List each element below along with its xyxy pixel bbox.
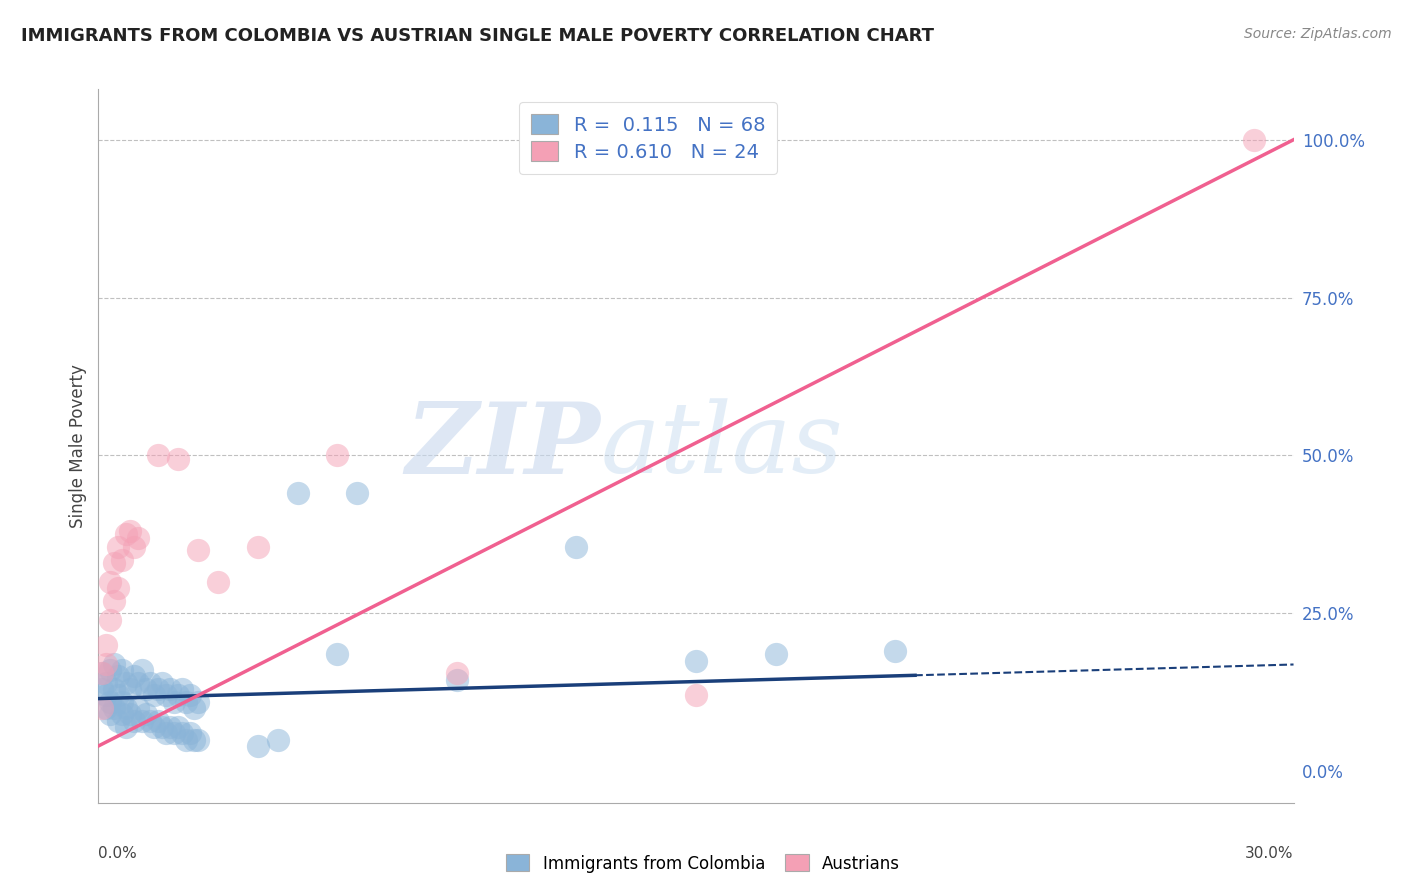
Point	[107, 669, 129, 683]
Point	[103, 657, 125, 671]
Point	[326, 648, 349, 662]
Point	[124, 714, 146, 728]
Point	[685, 654, 707, 668]
Point	[98, 574, 122, 589]
Text: IMMIGRANTS FROM COLOMBIA VS AUSTRIAN SINGLE MALE POVERTY CORRELATION CHART: IMMIGRANTS FROM COLOMBIA VS AUSTRIAN SIN…	[21, 27, 934, 45]
Point	[96, 657, 118, 671]
Point	[98, 695, 122, 709]
Point	[143, 689, 166, 703]
Point	[120, 707, 142, 722]
Point	[124, 540, 146, 554]
Point	[139, 714, 162, 728]
Point	[267, 732, 290, 747]
Point	[187, 732, 209, 747]
Point	[111, 552, 134, 566]
Point	[446, 666, 468, 681]
Point	[179, 726, 201, 740]
Point	[96, 701, 118, 715]
Point	[131, 663, 153, 677]
Point	[148, 449, 170, 463]
Point	[150, 675, 173, 690]
Point	[115, 527, 138, 541]
Point	[565, 540, 588, 554]
Point	[172, 726, 194, 740]
Point	[131, 714, 153, 728]
Point	[96, 675, 118, 690]
Y-axis label: Single Male Poverty: Single Male Poverty	[69, 364, 87, 528]
Point	[183, 701, 205, 715]
Point	[187, 543, 209, 558]
Point	[103, 682, 125, 697]
Point	[326, 449, 349, 463]
Point	[685, 689, 707, 703]
Point	[143, 720, 166, 734]
Point	[135, 682, 157, 697]
Point	[98, 663, 122, 677]
Point	[103, 593, 125, 607]
Point	[135, 707, 157, 722]
Point	[115, 675, 138, 690]
Point	[111, 695, 134, 709]
Point	[167, 720, 190, 734]
Point	[107, 540, 129, 554]
Text: atlas: atlas	[600, 399, 844, 493]
Point	[246, 540, 269, 554]
Point	[124, 669, 146, 683]
Point	[148, 714, 170, 728]
Point	[174, 732, 197, 747]
Point	[446, 673, 468, 687]
Point	[103, 556, 125, 570]
Point	[107, 714, 129, 728]
Point	[127, 675, 149, 690]
Text: 0.0%: 0.0%	[98, 846, 138, 861]
Point	[120, 524, 142, 539]
Point	[115, 720, 138, 734]
Point	[207, 574, 229, 589]
Point	[111, 663, 134, 677]
Point	[91, 701, 114, 715]
Point	[96, 689, 118, 703]
Point	[1243, 133, 1265, 147]
Point	[163, 695, 186, 709]
Point	[139, 675, 162, 690]
Point	[148, 682, 170, 697]
Point	[120, 682, 142, 697]
Point	[107, 581, 129, 595]
Text: Source: ZipAtlas.com: Source: ZipAtlas.com	[1244, 27, 1392, 41]
Point	[91, 666, 114, 681]
Point	[111, 707, 134, 722]
Point	[98, 707, 122, 722]
Point	[115, 701, 138, 715]
Point	[159, 682, 181, 697]
Point	[172, 682, 194, 697]
Text: 30.0%: 30.0%	[1246, 846, 1294, 861]
Legend: Immigrants from Colombia, Austrians: Immigrants from Colombia, Austrians	[499, 847, 907, 880]
Point	[96, 638, 118, 652]
Point	[765, 648, 787, 662]
Point	[246, 739, 269, 753]
Point	[884, 644, 907, 658]
Point	[107, 689, 129, 703]
Point	[167, 689, 190, 703]
Point	[91, 666, 114, 681]
Point	[103, 701, 125, 715]
Point	[163, 726, 186, 740]
Point	[179, 689, 201, 703]
Point	[98, 613, 122, 627]
Point	[91, 682, 114, 697]
Point	[174, 695, 197, 709]
Legend: R =  0.115   N = 68, R = 0.610   N = 24: R = 0.115 N = 68, R = 0.610 N = 24	[519, 103, 778, 174]
Point	[167, 451, 190, 466]
Point	[155, 726, 177, 740]
Point	[150, 720, 173, 734]
Point	[159, 720, 181, 734]
Point	[183, 732, 205, 747]
Point	[155, 689, 177, 703]
Point	[287, 486, 309, 500]
Point	[346, 486, 368, 500]
Point	[127, 531, 149, 545]
Text: ZIP: ZIP	[405, 398, 600, 494]
Point	[187, 695, 209, 709]
Point	[127, 701, 149, 715]
